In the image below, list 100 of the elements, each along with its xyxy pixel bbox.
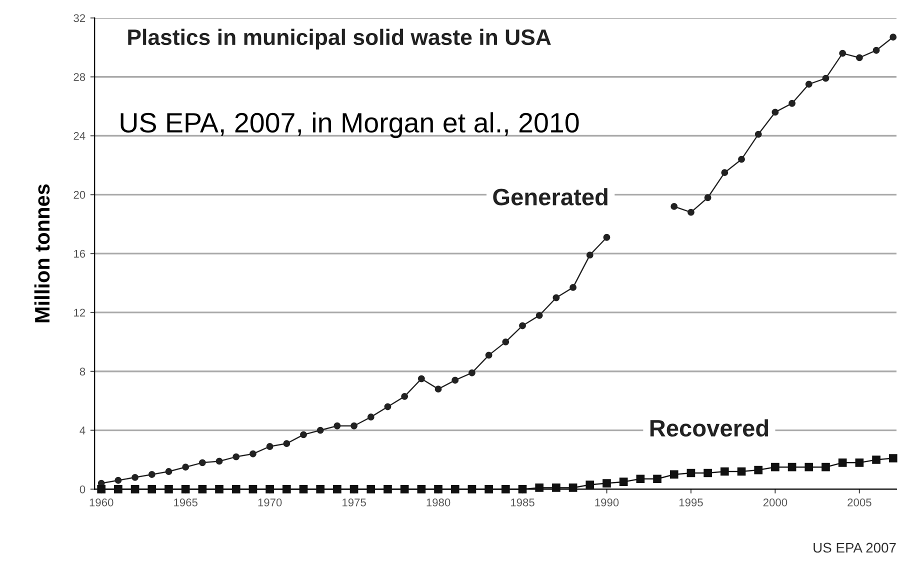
point <box>198 485 207 494</box>
y-tick-label: 4 <box>80 426 86 434</box>
point <box>788 100 796 107</box>
point <box>636 474 645 484</box>
point <box>805 80 812 88</box>
point <box>248 485 258 494</box>
point <box>822 74 830 82</box>
point <box>384 485 392 494</box>
point <box>97 485 106 494</box>
point <box>822 462 830 472</box>
point <box>418 375 425 382</box>
point <box>535 484 544 492</box>
point <box>198 459 206 466</box>
point <box>350 485 358 494</box>
point <box>165 468 172 475</box>
point <box>738 156 745 163</box>
point <box>114 476 122 484</box>
point <box>334 422 341 430</box>
point <box>232 485 240 494</box>
x-tick-label: 1990 <box>595 498 619 506</box>
point <box>384 403 392 410</box>
y-tick-label: 32 <box>74 14 86 22</box>
point <box>856 54 863 62</box>
point <box>888 454 898 462</box>
point <box>619 478 628 486</box>
point <box>570 284 577 291</box>
point <box>788 462 796 472</box>
point <box>367 414 374 421</box>
point <box>552 484 560 492</box>
point <box>653 474 662 484</box>
point <box>484 485 493 494</box>
point <box>568 484 578 492</box>
x-tick-label: 1975 <box>342 498 366 506</box>
point <box>132 474 139 481</box>
point <box>754 466 763 474</box>
series-label: Recovered <box>650 419 768 437</box>
point <box>687 208 694 216</box>
point <box>333 485 342 494</box>
point <box>485 352 492 359</box>
x-tick-label: 1985 <box>510 498 534 506</box>
point <box>670 202 678 210</box>
point <box>704 468 712 478</box>
point <box>603 234 610 241</box>
point <box>400 485 409 494</box>
point <box>838 458 847 467</box>
point <box>148 470 156 478</box>
point <box>772 108 779 116</box>
point <box>586 252 594 259</box>
point <box>366 485 376 494</box>
point <box>232 453 240 460</box>
point <box>686 468 696 478</box>
point <box>114 485 122 494</box>
x-tick-label: 2000 <box>763 498 788 506</box>
point <box>130 485 140 494</box>
y-axis-title: Million tonnes <box>34 184 50 322</box>
y-tick-label: 16 <box>74 250 86 258</box>
point <box>890 34 897 41</box>
point <box>468 369 476 376</box>
point <box>501 485 510 494</box>
point <box>804 462 814 472</box>
point <box>417 485 426 494</box>
point <box>536 312 543 319</box>
point <box>434 386 442 393</box>
point <box>737 467 746 476</box>
point <box>215 485 224 494</box>
x-tick-label: 1970 <box>258 498 282 506</box>
point <box>282 485 291 494</box>
y-tick-label: 24 <box>74 132 86 140</box>
point <box>300 431 307 438</box>
point <box>872 46 880 54</box>
point <box>720 467 729 476</box>
y-tick-label: 20 <box>74 190 86 199</box>
annotation: US EPA, 2007, in Morgan et al., 2010 <box>120 112 579 138</box>
point <box>316 485 325 494</box>
x-tick-label: 1995 <box>679 498 703 506</box>
point <box>401 392 408 400</box>
point <box>721 169 728 176</box>
chart-title: Plastics in municipal solid waste in USA <box>128 28 551 50</box>
point <box>855 458 864 467</box>
point <box>502 338 510 346</box>
point <box>839 50 846 57</box>
y-tick-label: 28 <box>74 73 86 81</box>
point <box>586 480 594 489</box>
point <box>519 322 526 330</box>
point <box>754 130 762 138</box>
y-tick-label: 8 <box>80 368 86 376</box>
point <box>452 376 459 384</box>
point <box>872 456 880 464</box>
point <box>670 470 678 479</box>
x-tick-label: 1965 <box>174 498 198 506</box>
point <box>249 450 256 458</box>
point <box>771 462 780 472</box>
point <box>299 485 308 494</box>
point <box>434 485 442 494</box>
point <box>216 458 223 465</box>
x-tick-label: 1980 <box>426 498 450 506</box>
point <box>182 464 190 471</box>
point <box>518 485 527 494</box>
point <box>148 485 156 494</box>
point <box>450 485 460 494</box>
